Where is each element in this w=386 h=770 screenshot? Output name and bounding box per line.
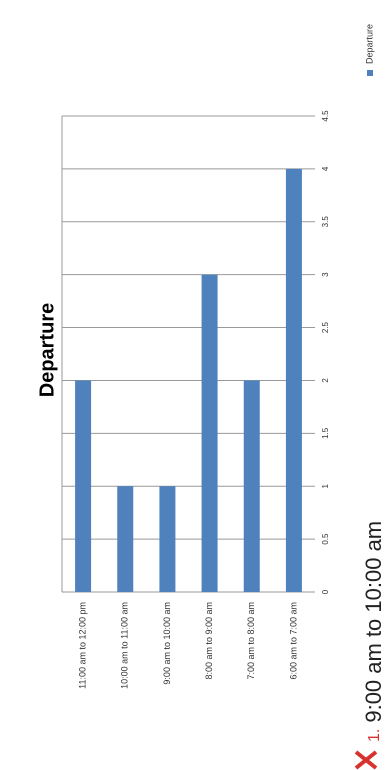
legend-swatch <box>367 70 373 76</box>
y-tick-label: 2.5 <box>321 321 330 333</box>
y-tick-label: 3.5 <box>321 216 330 228</box>
x-tick-label: 8:00 am to 9:00 am <box>204 602 214 680</box>
x-tick-label: 11:00 am to 12:00 pm <box>77 602 87 689</box>
answer-option: 1. 9:00 am to 10:00 am <box>361 521 386 742</box>
x-tick-label: 7:00 am to 8:00 am <box>246 602 256 680</box>
y-tick-label: 4.5 <box>321 110 330 122</box>
x-tick-label: 10:00 am to 11:00 am <box>120 602 130 689</box>
x-tick-label: 9:00 am to 10:00 am <box>162 602 172 685</box>
y-tick-label: 0.5 <box>321 533 330 545</box>
x-tick-label: 6:00 am to 7:00 am <box>288 602 298 680</box>
bar <box>75 380 92 592</box>
bar <box>243 380 260 592</box>
y-tick-label: 1 <box>321 483 330 488</box>
y-tick-label: 0 <box>321 589 330 594</box>
y-tick-label: 4 <box>321 166 330 171</box>
wrong-mark <box>354 750 378 770</box>
answer-number: 1. <box>366 729 383 742</box>
y-tick-label: 1.5 <box>321 427 330 439</box>
answer-text: 9:00 am to 10:00 am <box>361 521 386 723</box>
bar <box>285 168 302 592</box>
bar <box>201 274 218 592</box>
bar <box>117 486 134 592</box>
chart-title: Departure <box>36 303 58 397</box>
bar <box>159 486 176 592</box>
y-tick-label: 3 <box>321 272 330 277</box>
y-tick-label: 2 <box>321 378 330 383</box>
legend-label: Departure <box>364 24 374 64</box>
